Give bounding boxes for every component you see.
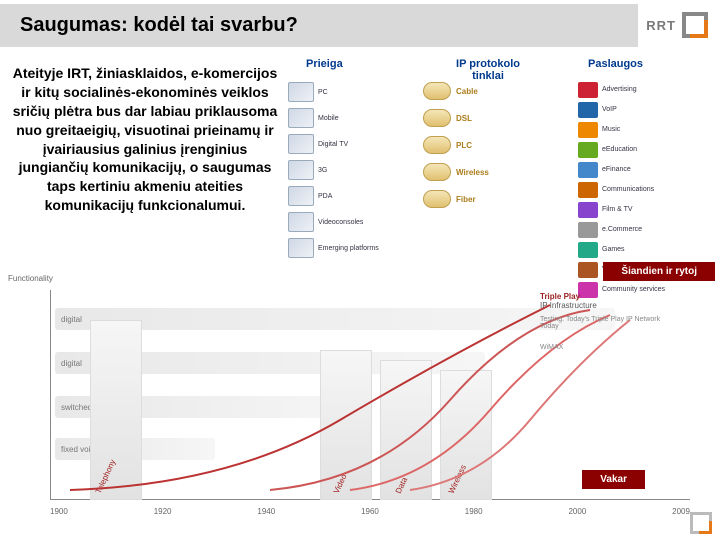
access-item: Emerging platforms	[288, 236, 388, 260]
network-label: Cable	[456, 87, 478, 96]
device-label: Emerging platforms	[318, 245, 379, 252]
network-label: Wireless	[456, 168, 489, 177]
x-tick: 1960	[361, 507, 379, 516]
service-label: Games	[602, 246, 625, 253]
access-item: Videoconsoles	[288, 210, 388, 234]
network-item: PLC	[423, 134, 553, 156]
annotation-box: Triple Play IP Infrastructure Testing. T…	[540, 292, 680, 351]
service-item: VoIP	[578, 100, 693, 119]
device-label: Mobile	[318, 115, 339, 122]
device-label: PC	[318, 89, 328, 96]
service-icon	[578, 102, 598, 118]
body-paragraph: Ateityje IRT, žiniasklaidos, e-komercijo…	[10, 58, 280, 272]
service-label: VoIP	[602, 106, 617, 113]
cloud-icon	[423, 82, 451, 100]
device-label: PDA	[318, 193, 332, 200]
page-title: Saugumas: kodėl tai svarbu?	[0, 4, 638, 47]
service-item: Music	[578, 120, 693, 139]
service-icon	[578, 202, 598, 218]
network-label: DSL	[456, 114, 472, 123]
service-item: Games	[578, 240, 693, 259]
col-head-services: Paslaugos	[588, 58, 643, 70]
device-icon	[288, 108, 314, 128]
service-icon	[578, 182, 598, 198]
access-item: Digital TV	[288, 132, 388, 156]
cloud-icon	[423, 136, 451, 154]
cloud-icon	[423, 190, 451, 208]
network-item: DSL	[423, 107, 553, 129]
service-label: e.Commerce	[602, 226, 642, 233]
service-item: eFinance	[578, 160, 693, 179]
service-item: Advertising	[578, 80, 693, 99]
network-item: Cable	[423, 80, 553, 102]
x-ticks: 1900 1920 1940 1960 1980 2000 2009	[50, 507, 690, 516]
service-label: Music	[602, 126, 620, 133]
x-tick: 1980	[465, 507, 483, 516]
network-item: Wireless	[423, 161, 553, 183]
service-item: Film & TV	[578, 200, 693, 219]
logo-text: RRT	[646, 18, 676, 33]
x-tick: 1920	[154, 507, 172, 516]
service-label: Film & TV	[602, 206, 633, 213]
service-icon	[578, 242, 598, 258]
network-item: Fiber	[423, 188, 553, 210]
service-icon	[578, 222, 598, 238]
service-label: Advertising	[602, 86, 637, 93]
timeline-chart: Functionality digital digital switched T…	[0, 280, 720, 530]
network-diagram: Prieiga IP protokolo tinklai Paslaugos P…	[288, 58, 710, 272]
cloud-icon	[423, 163, 451, 181]
device-icon	[288, 82, 314, 102]
device-icon	[288, 186, 314, 206]
device-icon	[288, 238, 314, 258]
brand-logo: RRT	[646, 12, 720, 38]
service-item: eEducation	[578, 140, 693, 159]
service-label: eFinance	[602, 166, 631, 173]
device-label: Videoconsoles	[318, 219, 363, 226]
y-axis-label: Functionality	[8, 274, 53, 283]
device-label: 3G	[318, 167, 327, 174]
service-icon	[578, 162, 598, 178]
device-icon	[288, 160, 314, 180]
x-tick: 1940	[257, 507, 275, 516]
service-label: eEducation	[602, 146, 637, 153]
service-icon	[578, 122, 598, 138]
network-label: PLC	[456, 141, 472, 150]
service-icon	[578, 142, 598, 158]
x-tick: 2000	[568, 507, 586, 516]
access-item: 3G	[288, 158, 388, 182]
access-item: PC	[288, 80, 388, 104]
logo-icon	[682, 12, 708, 38]
x-tick: 1900	[50, 507, 68, 516]
device-label: Digital TV	[318, 141, 348, 148]
network-label: Fiber	[456, 195, 476, 204]
col-head-network: IP protokolo tinklai	[443, 58, 533, 82]
service-item: Communications	[578, 180, 693, 199]
service-item: e.Commerce	[578, 220, 693, 239]
banner-yesterday: Vakar	[582, 470, 645, 489]
service-label: Communications	[602, 186, 654, 193]
access-item: Mobile	[288, 106, 388, 130]
col-head-access: Prieiga	[306, 58, 343, 70]
device-icon	[288, 134, 314, 154]
banner-today: Šiandien ir rytoj	[603, 262, 715, 281]
service-icon	[578, 82, 598, 98]
x-tick: 2009	[672, 507, 690, 516]
device-icon	[288, 212, 314, 232]
service-icon	[578, 262, 598, 278]
cloud-icon	[423, 109, 451, 127]
footer-logo-icon	[690, 512, 712, 534]
access-item: PDA	[288, 184, 388, 208]
